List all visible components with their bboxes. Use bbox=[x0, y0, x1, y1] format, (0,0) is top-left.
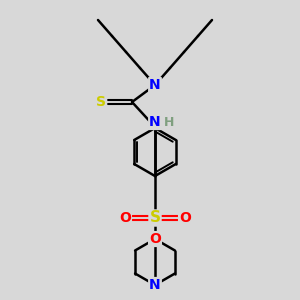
Text: S: S bbox=[149, 211, 161, 226]
Text: N: N bbox=[149, 278, 161, 292]
Text: N: N bbox=[149, 78, 161, 92]
Text: H: H bbox=[164, 116, 174, 128]
Text: S: S bbox=[96, 95, 106, 109]
Text: O: O bbox=[119, 211, 131, 225]
Text: O: O bbox=[179, 211, 191, 225]
Text: N: N bbox=[149, 115, 161, 129]
Text: O: O bbox=[149, 232, 161, 246]
